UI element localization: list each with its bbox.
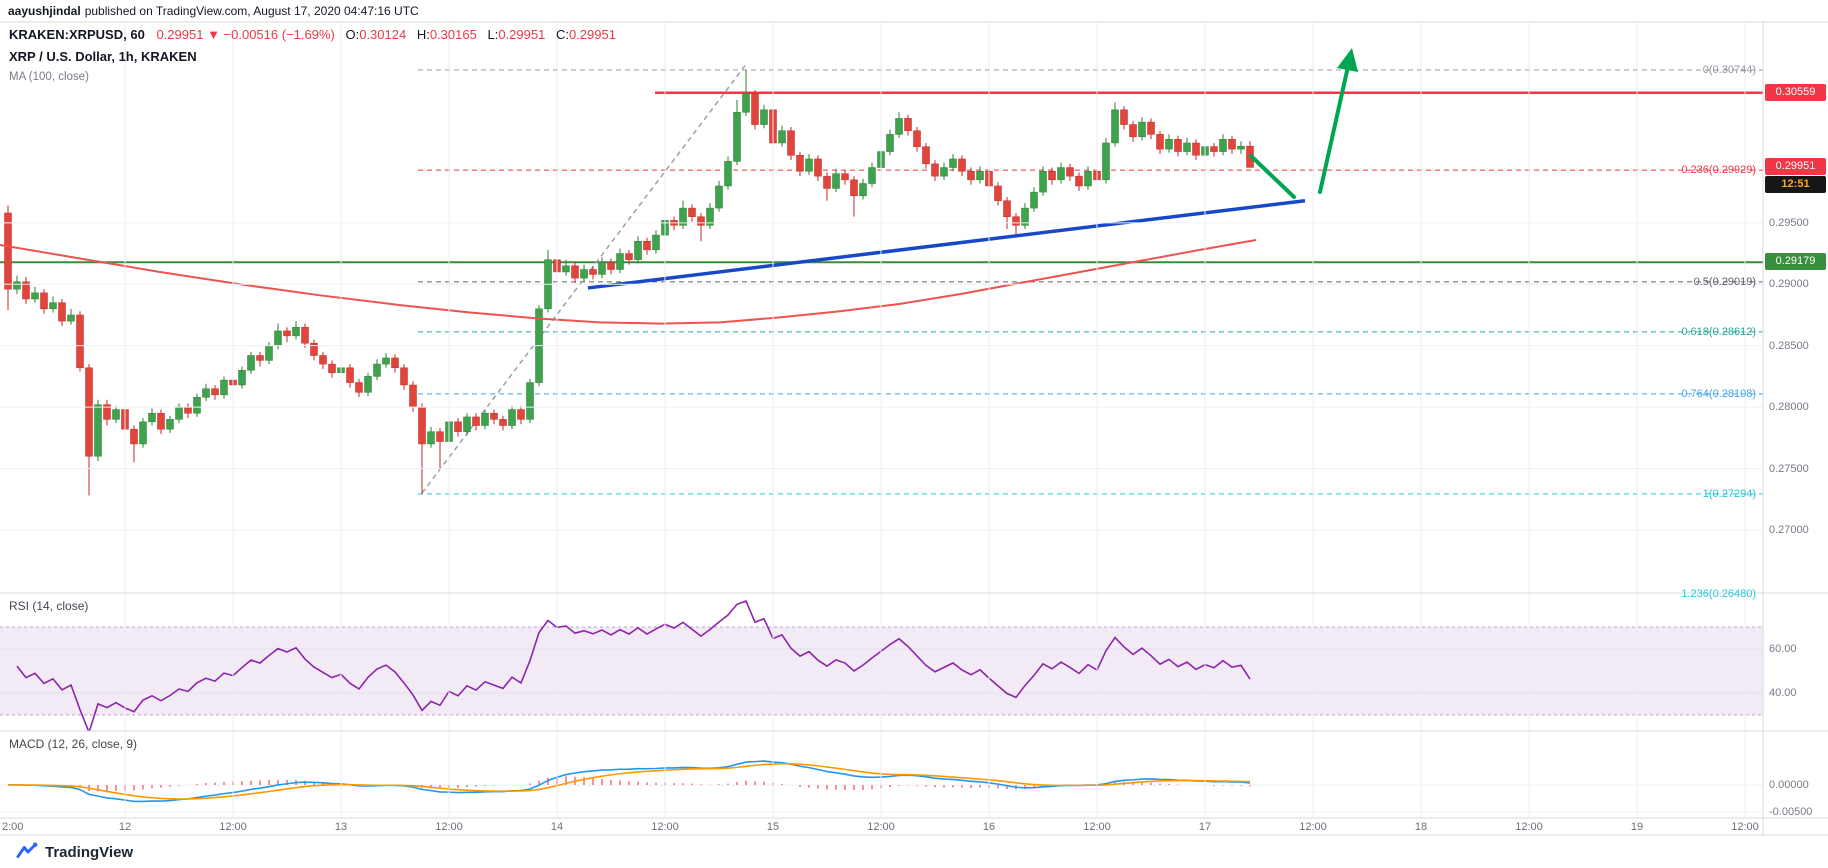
price-badge-resistance: 0.30559 xyxy=(1765,83,1826,101)
macd-pane-label: MACD (12, 26, close, 9) xyxy=(9,737,138,751)
publish-header: aayushjindal published on TradingView.com… xyxy=(0,0,1828,22)
fib-level-label: 0.618(0.28612) xyxy=(1681,325,1756,338)
time-tick[interactable]: 14 xyxy=(550,821,564,833)
time-tick[interactable]: 12:00 xyxy=(1731,821,1759,833)
tradingview-brand[interactable]: TradingView xyxy=(45,843,134,861)
macd-tick: -0.00500 xyxy=(1769,806,1813,818)
tradingview-logo-icon[interactable] xyxy=(16,842,38,862)
time-tick[interactable]: 13 xyxy=(334,821,348,833)
rsi-tick: 60.00 xyxy=(1769,643,1797,655)
price-badge-support: 0.29179 xyxy=(1765,253,1826,271)
price-tick: 0.29000 xyxy=(1769,278,1809,291)
fib-level-label: 1(0.27294) xyxy=(1702,487,1756,500)
time-tick[interactable]: 12 xyxy=(118,821,132,833)
price-tick: 0.28000 xyxy=(1769,401,1809,414)
time-tick[interactable]: 2:00 xyxy=(2,821,24,833)
price-tick: 0.29500 xyxy=(1769,216,1809,229)
rsi-pane-label: RSI (14, close) xyxy=(9,599,89,613)
time-tick[interactable]: 12:00 xyxy=(1299,821,1327,833)
fib-level-label: 0(0.30744) xyxy=(1702,64,1756,76)
price-tick: 0.27500 xyxy=(1769,462,1809,475)
time-tick[interactable]: 15 xyxy=(766,821,780,833)
fib-level-label: 1.236(0.26480) xyxy=(1681,587,1756,600)
footer-bar: TradingView xyxy=(0,836,1828,868)
time-tick[interactable]: 12:00 xyxy=(435,821,463,833)
time-tick[interactable]: 12:00 xyxy=(867,821,895,833)
macd-tick: 0.00000 xyxy=(1769,779,1809,791)
fib-level-label: 0.236(0.29929) xyxy=(1681,164,1756,177)
time-tick[interactable]: 12:00 xyxy=(1515,821,1543,833)
fib-level-label: 0.764(0.28108) xyxy=(1681,387,1756,400)
rsi-tick: 40.00 xyxy=(1769,687,1797,699)
time-tick[interactable]: 17 xyxy=(1198,821,1212,833)
time-tick[interactable]: 18 xyxy=(1414,821,1428,833)
fib-level-label: 0.5(0.29019) xyxy=(1693,275,1756,288)
time-tick[interactable]: 12:00 xyxy=(1083,821,1111,833)
time-tick[interactable]: 12:00 xyxy=(651,821,679,833)
price-badge-last: 0.29951 xyxy=(1765,158,1826,176)
publish-info: published on TradingView.com, August 17,… xyxy=(84,4,419,18)
time-tick[interactable]: 16 xyxy=(982,821,996,833)
author-name: aayushjindal xyxy=(8,4,81,18)
bar-countdown-badge: 12:51 xyxy=(1765,176,1826,194)
price-tick: 0.27000 xyxy=(1769,523,1809,536)
time-tick[interactable]: 12:00 xyxy=(219,821,247,833)
price-tick: 0.28500 xyxy=(1769,339,1809,352)
time-tick[interactable]: 19 xyxy=(1630,821,1644,833)
